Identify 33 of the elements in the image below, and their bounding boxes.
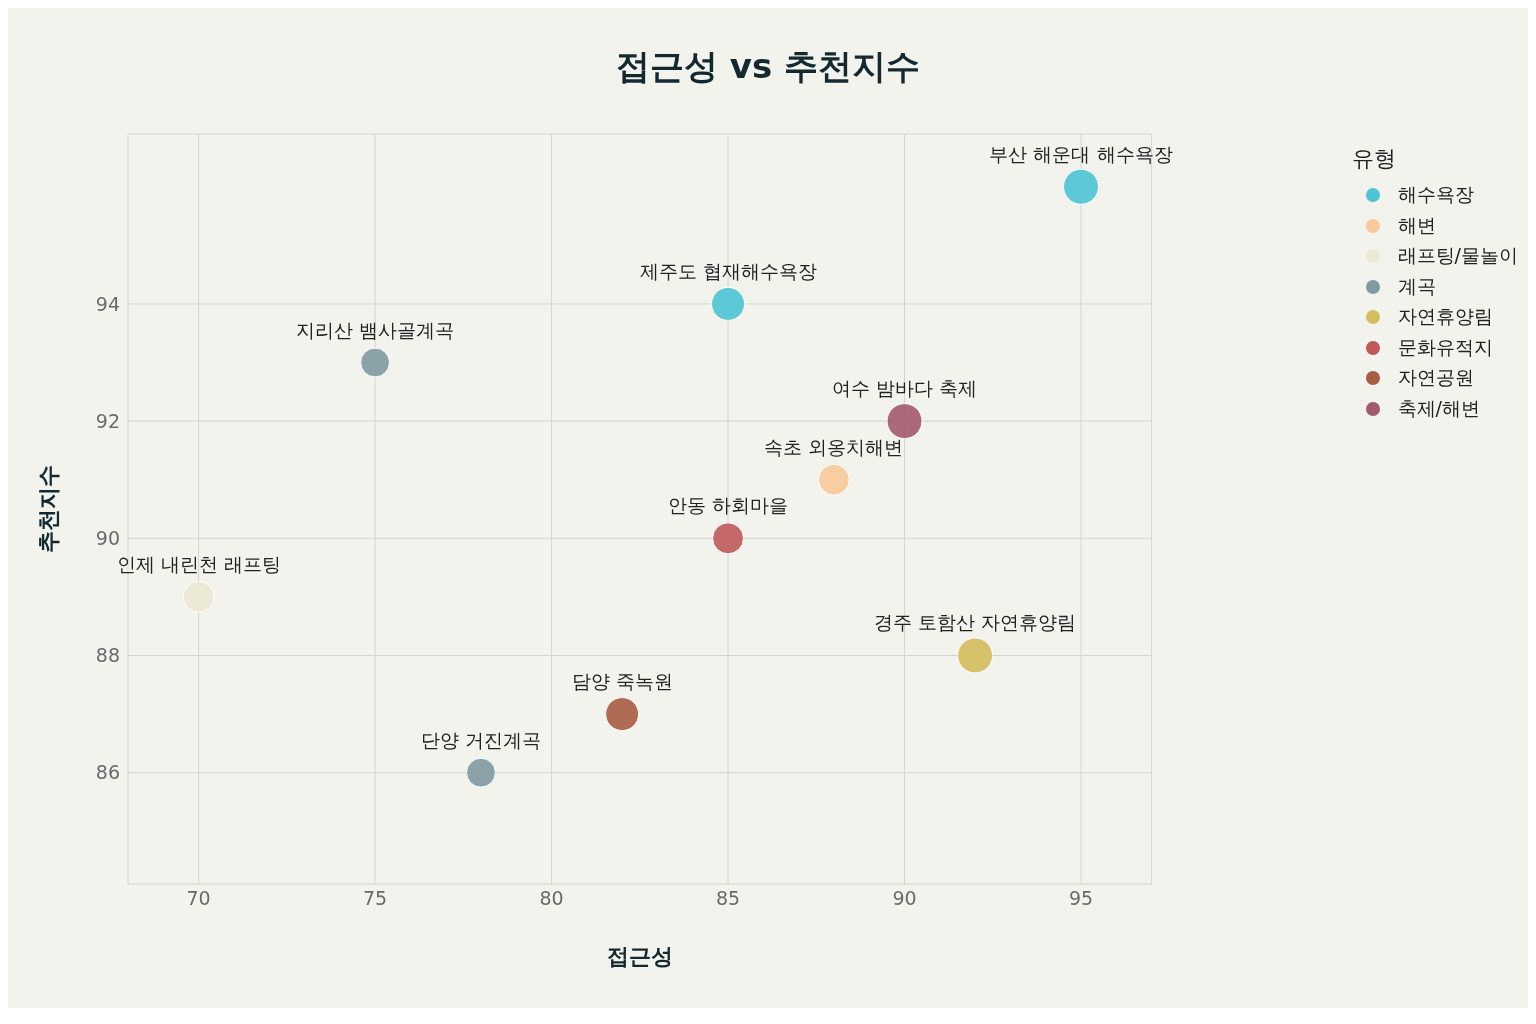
y-tick-label: 92 xyxy=(95,409,120,432)
x-tick-label: 85 xyxy=(715,887,741,910)
annotation: 담양 죽녹원 xyxy=(571,670,673,693)
legend-title: 유형 xyxy=(1351,145,1397,173)
x-tick-label: 75 xyxy=(362,887,388,910)
x-tick-label: 80 xyxy=(539,887,564,910)
annotation: 제주도 협재해수욕장 xyxy=(639,259,817,282)
legend-label: 계곡 xyxy=(1397,273,1436,299)
y-tick-label: 86 xyxy=(95,761,120,784)
annotation: 단양 거진계곡 xyxy=(420,728,541,751)
x-tick-label: 70 xyxy=(186,887,211,910)
annotation: 안동 하회마을 xyxy=(668,494,789,517)
chart-title: 접근성 vs 추천지수 xyxy=(614,45,922,88)
annotation: 인제 내린천 래프팅 xyxy=(116,552,281,575)
annotation: 속초 외옹치해변 xyxy=(764,435,904,458)
legend-label: 축제/해변 xyxy=(1397,395,1480,421)
y-tick-label: 94 xyxy=(95,292,120,315)
x-tick-label: 90 xyxy=(892,887,917,910)
y-tick-label: 88 xyxy=(95,644,120,667)
legend-label: 자연공원 xyxy=(1397,365,1474,391)
legend-label: 해수욕장 xyxy=(1397,182,1474,208)
annotation: 경주 토함산 자연휴양림 xyxy=(874,611,1077,634)
y-tick-label: 90 xyxy=(95,527,120,550)
x-axis-title: 접근성 xyxy=(606,944,673,969)
legend-label: 래프팅/물놀이 xyxy=(1397,243,1518,269)
y-axis-title: 추천지수 xyxy=(35,465,61,553)
x-tick-label: 95 xyxy=(1068,887,1094,910)
legend-label: 해변 xyxy=(1397,212,1436,238)
annotation: 지리산 뱀사골계곡 xyxy=(296,318,455,341)
annotation: 부산 해운대 해수욕장 xyxy=(989,142,1173,165)
legend-label: 자연휴양림 xyxy=(1397,304,1493,330)
legend-label: 문화유적지 xyxy=(1397,334,1493,360)
annotation: 여수 밤바다 축제 xyxy=(831,377,978,400)
